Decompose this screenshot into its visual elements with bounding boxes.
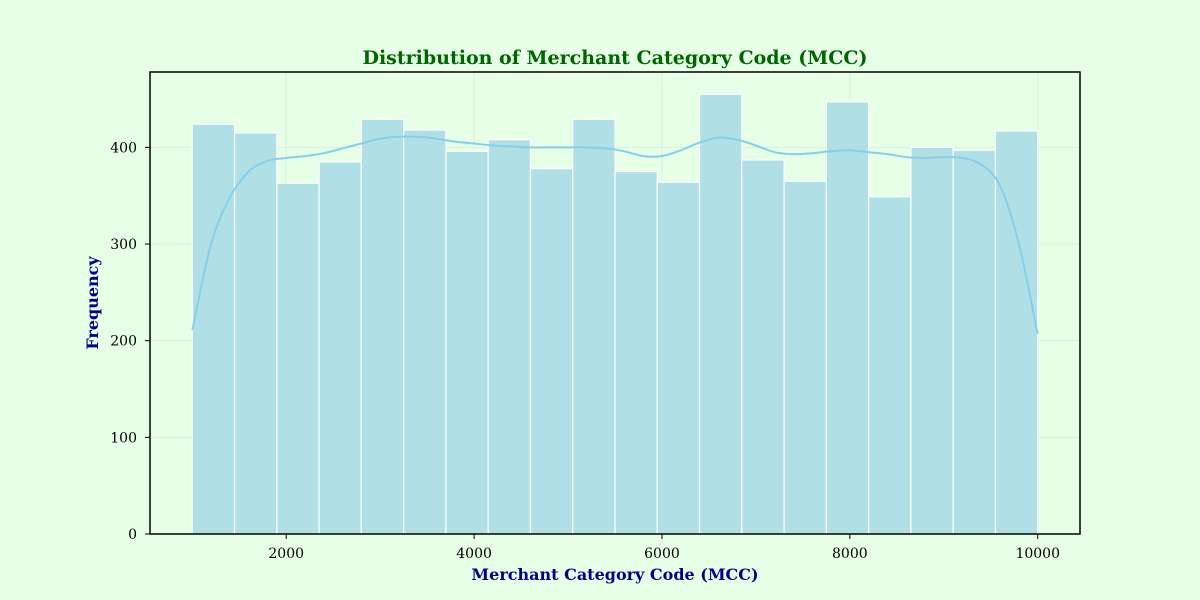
x-tick-label: 4000: [456, 546, 492, 562]
histogram-bar: [952, 149, 997, 535]
plot-frame: [149, 71, 1081, 535]
histogram-bar: [487, 139, 532, 535]
y-axis-label: Frequency: [83, 256, 102, 350]
x-tick-label: 6000: [644, 546, 680, 562]
histogram-bars: [191, 93, 1039, 535]
y-tick-label: 300: [110, 237, 137, 253]
histogram-bar: [783, 180, 827, 535]
y-tick-label: 0: [128, 527, 137, 543]
chart-title: Distribution of Merchant Category Code (…: [362, 47, 867, 69]
histogram-bar: [741, 159, 785, 535]
histogram-bar: [191, 123, 236, 535]
y-tick-label: 400: [110, 140, 137, 156]
histogram-bar: [572, 118, 616, 535]
histogram-bar: [403, 129, 447, 535]
histogram-bar: [910, 146, 954, 535]
histogram-bar: [529, 168, 574, 535]
x-tick-label: 2000: [268, 546, 304, 562]
histogram-bar: [825, 101, 870, 535]
histogram-bar: [360, 118, 405, 535]
x-axis-ticks: 2000 4000 6000 8000 10000: [268, 534, 1060, 562]
histogram-bar: [656, 181, 701, 535]
y-tick-label: 100: [110, 430, 137, 446]
histogram-bar: [445, 150, 489, 535]
y-tick-label: 200: [110, 334, 137, 350]
x-tick-label: 8000: [832, 546, 868, 562]
y-axis-ticks: 0 100 200 300 400: [110, 140, 150, 543]
kde-curve: [191, 135, 1039, 335]
histogram-bar: [233, 132, 278, 535]
histogram-bar: [698, 93, 743, 535]
histogram-bar: [276, 182, 320, 535]
histogram-bar: [614, 170, 658, 535]
x-tick-label: 10000: [1015, 546, 1060, 562]
x-axis-label: Merchant Category Code (MCC): [471, 565, 758, 584]
histogram-bar: [868, 196, 912, 535]
histogram-bar: [318, 161, 362, 535]
